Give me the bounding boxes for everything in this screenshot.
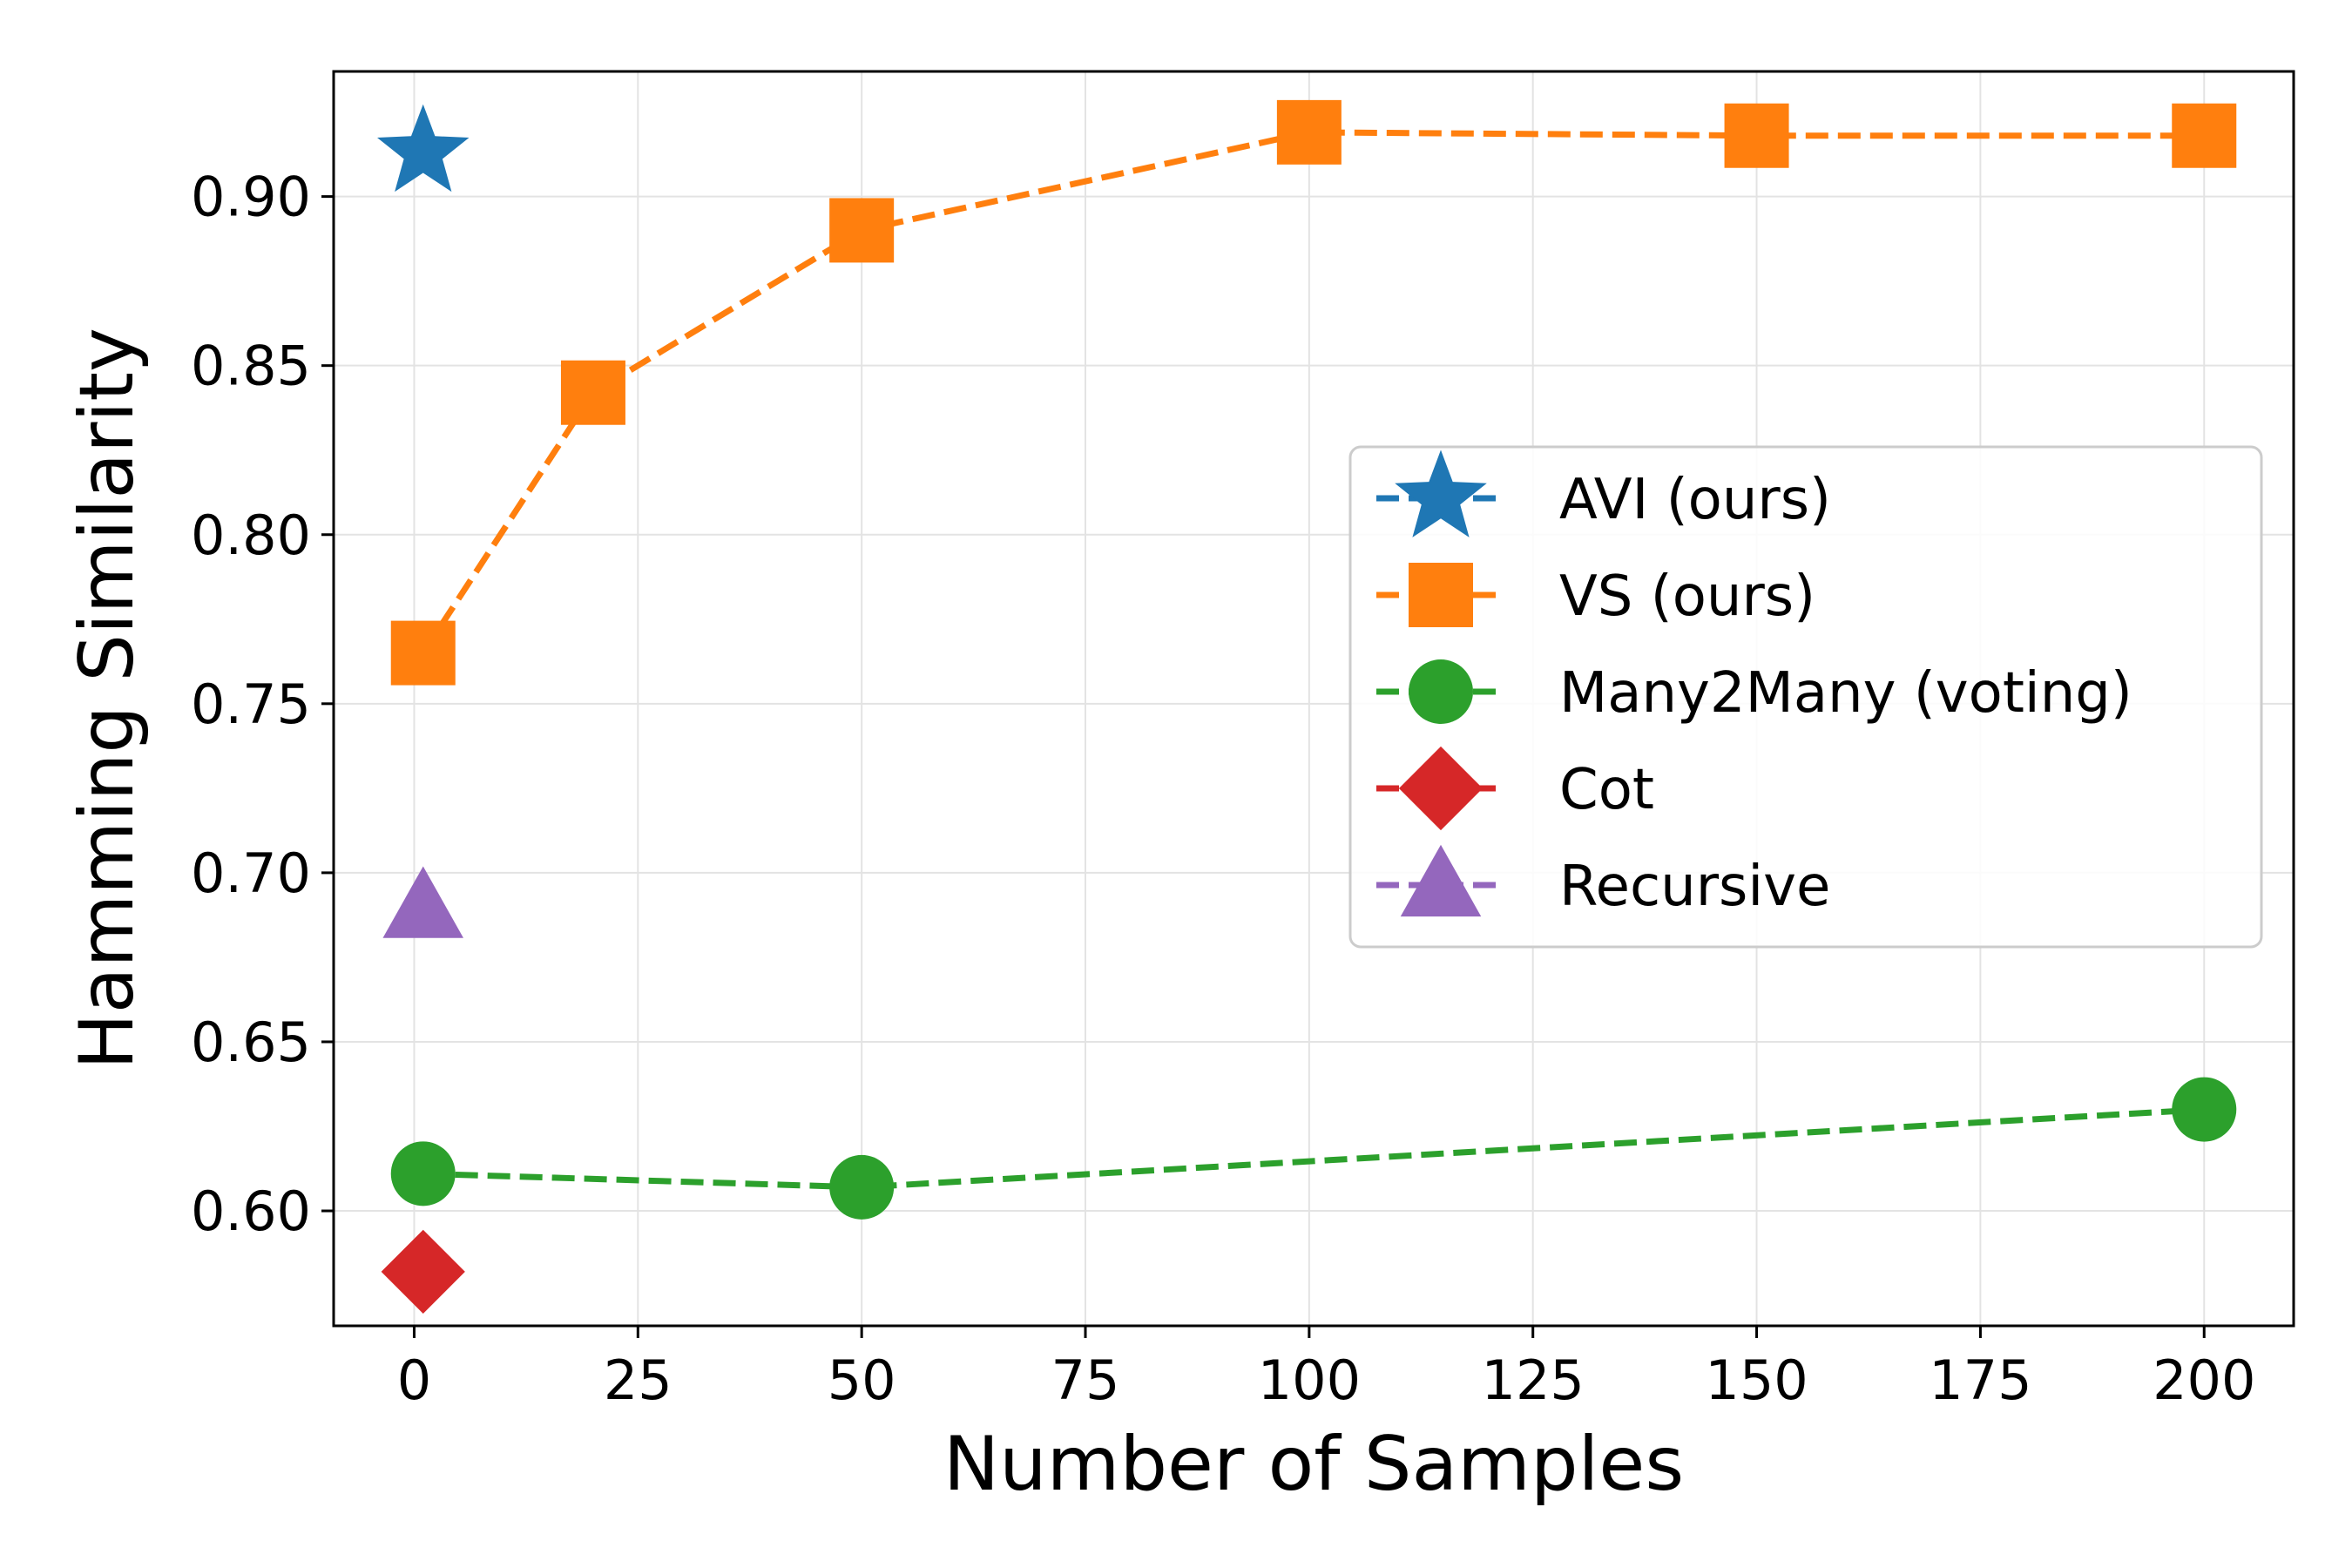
marker-many2many-voting <box>2172 1077 2237 1142</box>
legend: AVI (ours) VS (ours) Many2Many (voting) Cot… <box>1348 445 2263 949</box>
marker-recursive <box>382 866 463 938</box>
marker-many2many-voting <box>829 1154 895 1220</box>
y-tick-label: 0.90 <box>191 166 311 229</box>
grid-lines <box>334 71 2294 1326</box>
plot-frame <box>332 70 2295 1328</box>
x-tick-label: 75 <box>1051 1348 1120 1412</box>
marker-vs-ours <box>560 360 625 425</box>
x-tick-label: 125 <box>1482 1348 1585 1412</box>
y-tick-label: 0.70 <box>191 841 311 905</box>
legend-marker-vs-ours <box>1409 563 1473 627</box>
x-tick-label: 50 <box>828 1348 896 1412</box>
x-tick-label: 0 <box>397 1348 431 1412</box>
marker-many2many-voting <box>390 1141 456 1206</box>
y-tick-label: 0.75 <box>191 672 311 736</box>
marker-vs-ours <box>1276 99 1342 165</box>
legend-label-many2many-voting: Many2Many (voting) <box>1559 661 2132 726</box>
legend-marker-recursive <box>1400 844 1482 917</box>
legend-label-recursive: Recursive <box>1559 855 1830 919</box>
y-axis-ticks: 0.60 0.65 0.70 0.75 0.80 0.85 0.90 <box>191 166 334 1243</box>
marker-vs-ours <box>829 198 895 263</box>
legend-label-avi-ours: AVI (ours) <box>1559 468 1831 532</box>
legend-marker-cot <box>1398 746 1484 831</box>
y-tick-label: 0.80 <box>191 504 311 567</box>
x-tick-label: 150 <box>1705 1348 1808 1412</box>
y-tick-label: 0.60 <box>191 1179 311 1243</box>
marker-avi-ours <box>377 104 470 193</box>
x-tick-label: 25 <box>604 1348 672 1412</box>
legend-marker-many2many-voting <box>1409 659 1473 724</box>
y-axis-title: Hamming Similarity <box>64 328 151 1070</box>
y-tick-label: 0.85 <box>191 335 311 398</box>
marker-vs-ours <box>2172 103 2237 168</box>
marker-cot <box>381 1229 465 1314</box>
marker-vs-ours <box>390 620 456 686</box>
legend-label-cot: Cot <box>1559 758 1654 822</box>
series-markers <box>377 99 2237 1314</box>
legend-label-vs-ours: VS (ours) <box>1559 564 1815 629</box>
x-tick-label: 175 <box>1929 1348 2031 1412</box>
x-axis-title: Number of Samples <box>943 1421 1684 1508</box>
legend-box <box>1348 445 2263 949</box>
marker-vs-ours <box>1724 103 1789 168</box>
y-tick-label: 0.65 <box>191 1010 311 1074</box>
series-line-vs-ours <box>420 129 2205 655</box>
x-axis-ticks: 0 25 50 75 100 125 150 175 200 <box>397 1326 2255 1412</box>
x-tick-label: 100 <box>1258 1348 1361 1412</box>
legend-marker-avi-ours <box>1395 449 1487 537</box>
x-tick-label: 200 <box>2153 1348 2255 1412</box>
